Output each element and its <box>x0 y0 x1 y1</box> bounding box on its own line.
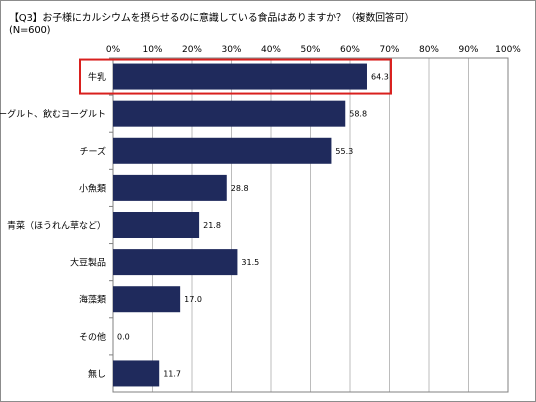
category-label: 大豆製品 <box>70 257 106 269</box>
value-label: 58.8 <box>349 110 367 119</box>
x-tick-label: 60% <box>340 45 360 55</box>
x-tick-label: 50% <box>300 45 320 55</box>
x-tick-label: 40% <box>261 45 281 55</box>
category-label: 青菜（ほうれん草など） <box>7 220 106 232</box>
bar <box>113 100 346 127</box>
value-label: 64.3 <box>371 73 389 82</box>
x-tick-label: 30% <box>221 45 241 55</box>
category-label: 海藻類 <box>79 294 106 306</box>
category-label: ヨーグルト、飲むヨーグルト <box>0 108 106 120</box>
bar <box>113 212 200 238</box>
x-tick-label: 0% <box>106 45 121 55</box>
value-label: 11.7 <box>163 369 181 378</box>
bar <box>113 360 160 387</box>
bar <box>113 137 332 164</box>
bar <box>113 174 227 201</box>
x-tick-label: 90% <box>458 45 478 55</box>
category-label: 牛乳 <box>88 71 106 83</box>
category-label: 小魚類 <box>79 182 106 194</box>
bar <box>113 249 238 276</box>
bar <box>113 63 367 90</box>
value-label: 28.8 <box>231 184 249 193</box>
sample-size: (N=600) <box>9 25 51 36</box>
category-label: 無し <box>88 368 106 380</box>
value-label: 21.8 <box>203 221 221 230</box>
category-label: チーズ <box>79 145 106 157</box>
highlight-box <box>79 58 392 95</box>
chart-title: 【Q3】お子様にカルシウムを摂らせるのに意識している食品はありますか？（複数回答… <box>9 13 415 24</box>
value-label: 55.3 <box>335 147 353 156</box>
x-tick-label: 70% <box>379 45 399 55</box>
bar <box>113 286 181 313</box>
x-tick-label: 10% <box>142 45 162 55</box>
value-label: 17.0 <box>184 295 202 304</box>
x-tick-label: 100% <box>495 45 521 55</box>
x-tick-label: 80% <box>419 45 439 55</box>
x-tick-label: 20% <box>182 45 202 55</box>
category-label: その他 <box>79 331 106 343</box>
value-label: 0.0 <box>117 332 130 341</box>
value-label: 31.5 <box>241 258 259 267</box>
